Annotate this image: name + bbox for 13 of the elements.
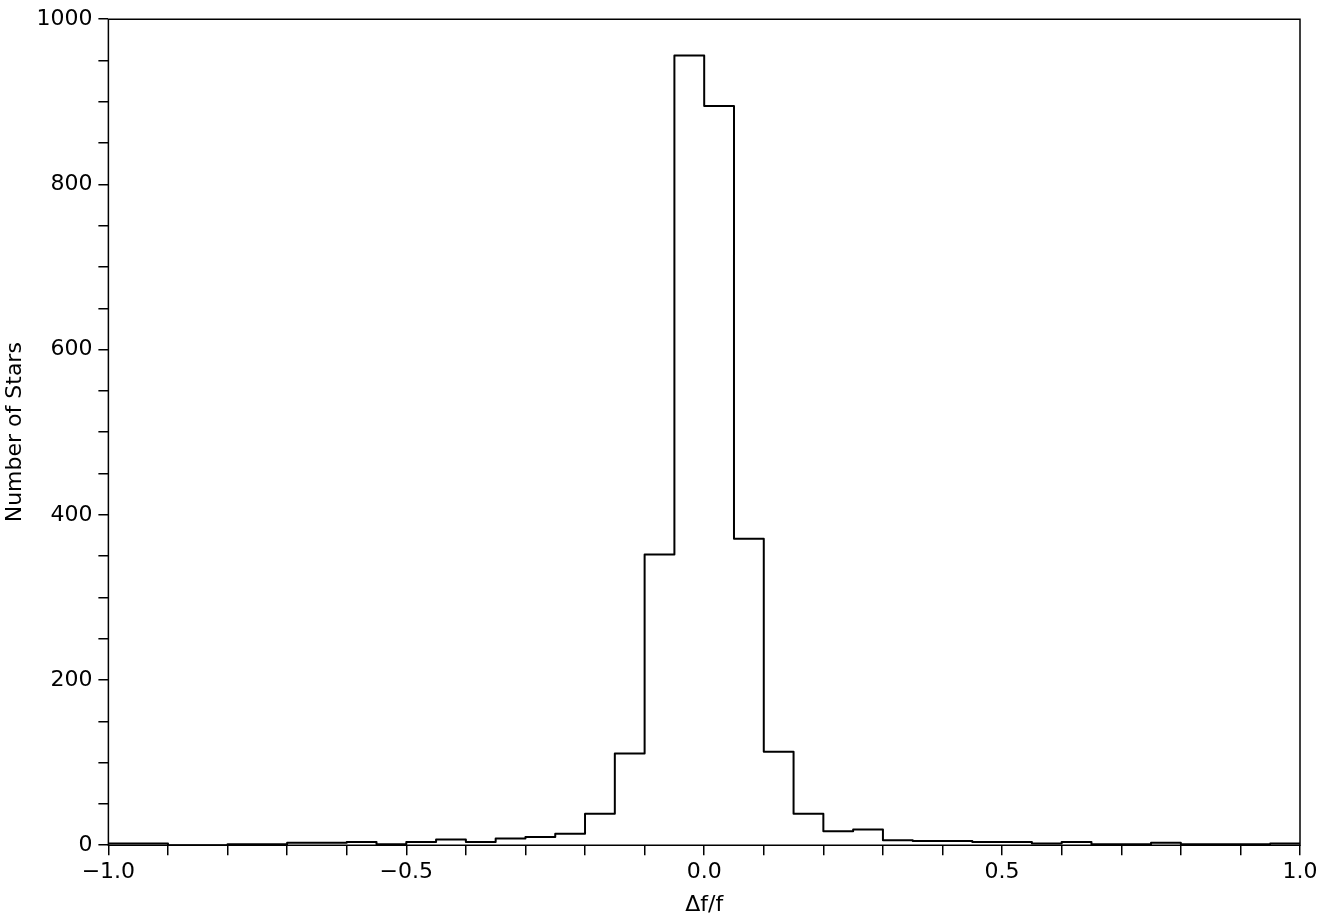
x-tick-label: −0.5 (379, 858, 433, 884)
x-axis-title: Δf/f (685, 890, 725, 916)
x-tick-label: 0.5 (984, 858, 1020, 884)
x-tick-label: 1.0 (1282, 858, 1318, 884)
y-tick-label: 800 (50, 170, 93, 196)
y-axis-title: Number of Stars (0, 342, 26, 523)
x-tick-label: −1.0 (81, 858, 136, 884)
y-tick-label: 0 (78, 830, 93, 856)
y-tick-label: 1000 (36, 4, 93, 30)
y-tick-label: 400 (50, 500, 93, 526)
y-tick-label: 200 (50, 665, 93, 691)
y-tick-label: 600 (50, 335, 93, 361)
x-tick-label: 0.0 (686, 858, 722, 884)
